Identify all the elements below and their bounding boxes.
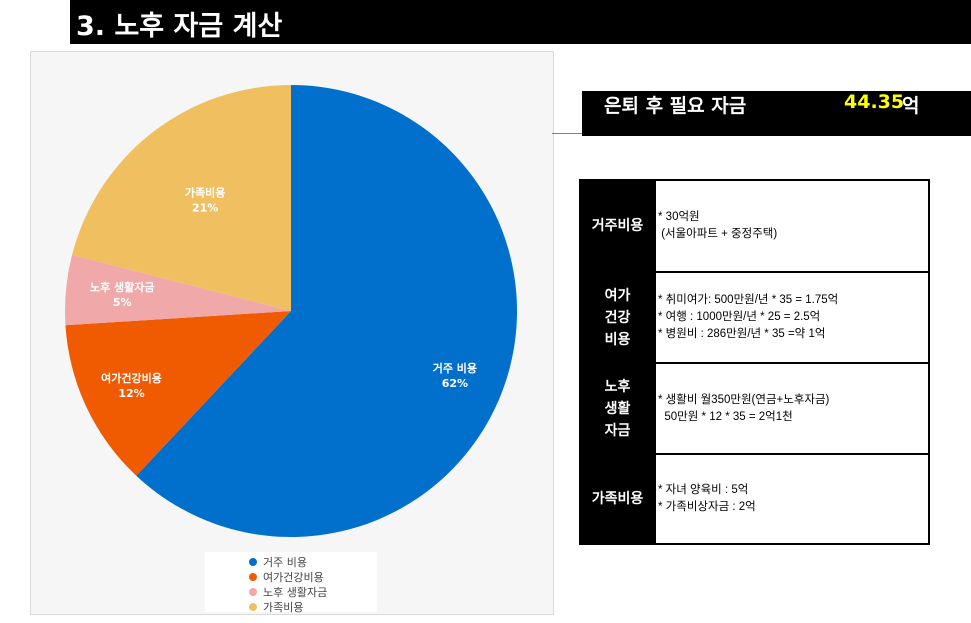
legend-label: 여가건강비용	[263, 570, 324, 584]
table-row: 거주비용 * 30억원 (서울아파트 + 중정주택)	[581, 181, 928, 271]
row-line: (서울아파트 + 중정주택)	[658, 228, 778, 240]
table-row: 노후 생활 자금 * 생활비 월350만원(연금+노후자금) 50만원 * 12 …	[581, 364, 928, 453]
connector-line	[552, 133, 582, 134]
row-line: * 취미여가: 500만원/년 * 35 = 1.75억	[658, 294, 839, 306]
row-line: 50만원 * 12 * 35 = 2억1천	[658, 410, 793, 423]
summary-box: 은퇴 후 필요 자금 44.35 억	[582, 91, 971, 136]
legend-item: 노후 생활자금	[249, 584, 327, 599]
row-header: 거주비용	[581, 181, 654, 271]
cost-table: 거주비용 * 30억원 (서울아파트 + 중정주택) 여가 건강 비용 * 취미여가:…	[579, 179, 930, 545]
table-row: 가족비용 * 자녀 양육비 : 5억 * 가족비상자금 : 2억	[581, 455, 928, 543]
row-line: * 여행 : 1000만원/년 * 25 = 2.5억	[658, 311, 821, 323]
legend-item: 가족비용	[249, 599, 303, 614]
row-body: * 30억원 (서울아파트 + 중정주택)	[656, 181, 928, 271]
row-line: * 30억원	[658, 211, 700, 223]
legend-marker	[249, 572, 257, 581]
chart-legend: 거주 비용 여가건강비용 노후 생활자금 가족비용	[205, 552, 377, 614]
row-body: * 자녀 양육비 : 5억 * 가족비상자금 : 2억	[656, 455, 928, 543]
row-line: * 가족비상자금 : 2억	[658, 501, 756, 513]
title-bar: 3. 노후 자금 계산	[70, 0, 971, 44]
table-row: 여가 건강 비용 * 취미여가: 500만원/년 * 35 = 1.75억 * 여행…	[581, 273, 928, 362]
row-body: * 취미여가: 500만원/년 * 35 = 1.75억 * 여행 : 1000만…	[656, 273, 928, 362]
row-header: 노후 생활 자금	[581, 364, 654, 453]
legend-item: 거주 비용	[249, 554, 307, 569]
legend-marker	[249, 602, 257, 611]
legend-label: 거주 비용	[263, 555, 307, 569]
legend-label: 노후 생활자금	[263, 585, 328, 599]
row-header: 여가 건강 비용	[581, 273, 654, 362]
summary-unit: 억	[902, 95, 920, 117]
row-body: * 생활비 월350만원(연금+노후자금) 50만원 * 12 * 35 = 2…	[656, 364, 928, 453]
summary-value: 44.35	[844, 91, 905, 113]
page-title: 3. 노후 자금 계산	[76, 11, 283, 42]
row-line: * 생활비 월350만원(연금+노후자금)	[658, 393, 830, 406]
row-header: 가족비용	[581, 455, 654, 543]
summary-label: 은퇴 후 필요 자금	[604, 95, 747, 117]
legend-marker	[249, 587, 257, 596]
row-line: * 자녀 양육비 : 5억	[658, 484, 749, 496]
row-line: * 병원비 : 286만원/년 * 35 =약 1억	[658, 328, 826, 340]
legend-label: 가족비용	[263, 600, 304, 614]
legend-marker	[249, 557, 257, 566]
legend-item: 여가건강비용	[249, 569, 324, 584]
chart-panel	[30, 51, 554, 615]
